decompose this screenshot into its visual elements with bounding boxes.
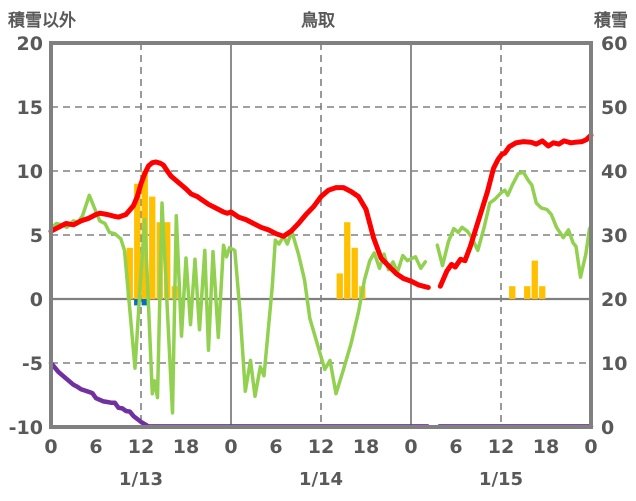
- precipitation-bar: [351, 247, 358, 299]
- x-day-label: 1/13: [119, 469, 163, 490]
- x-tick-label: 6: [89, 436, 102, 458]
- x-day-label: 1/14: [299, 469, 343, 490]
- gridlines: [51, 43, 591, 427]
- precipitation-bar: [531, 260, 538, 299]
- y-left-tick-label: 15: [17, 97, 43, 119]
- x-tick-label: 12: [488, 436, 514, 458]
- x-tick-label: 12: [308, 436, 334, 458]
- x-tick-label: 0: [584, 436, 597, 458]
- y-left-tick-label: 5: [30, 225, 43, 247]
- precipitation-bar: [149, 196, 156, 299]
- x-day-label: 1/15: [479, 469, 523, 490]
- precipitation-bar: [164, 222, 171, 299]
- y-left-tick-label: 0: [30, 289, 43, 311]
- x-tick-label: 0: [404, 436, 417, 458]
- precipitation-bar: [539, 286, 546, 299]
- y-right-tick-label: 0: [601, 417, 614, 439]
- snow-depth-line: [48, 360, 430, 429]
- snowfall-bar: [134, 299, 141, 306]
- y-right-tick-label: 30: [601, 225, 627, 247]
- green-line: [435, 170, 593, 279]
- x-tick-label: 12: [128, 436, 154, 458]
- plot-frame: [49, 41, 593, 429]
- right-axis-title: 積雪: [594, 11, 628, 31]
- precipitation-bar: [126, 247, 133, 299]
- x-tick-label: 18: [533, 436, 559, 458]
- snowfall-bar: [141, 299, 148, 306]
- x-tick-label: 6: [269, 436, 282, 458]
- x-tick-label: 0: [44, 436, 57, 458]
- chart-border: [49, 41, 593, 429]
- y-left-tick-label: 10: [17, 161, 43, 183]
- y-left-tick-label: 20: [17, 33, 43, 55]
- x-tick-label: 0: [224, 436, 237, 458]
- precipitation-bar: [134, 183, 141, 299]
- x-tick-label: 6: [449, 436, 462, 458]
- x-tick-label: 18: [353, 436, 379, 458]
- y-right-tick-label: 20: [601, 289, 627, 311]
- y-right-tick-label: 50: [601, 97, 627, 119]
- y-right-tick-label: 10: [601, 353, 627, 375]
- green-line: [49, 193, 428, 415]
- chart-title: 鳥取: [301, 11, 335, 31]
- precipitation-bar: [509, 286, 516, 299]
- precipitation-bar: [524, 286, 531, 299]
- precipitation-bar: [344, 222, 351, 299]
- temperature-line: [48, 159, 431, 290]
- x-tick-label: 18: [173, 436, 199, 458]
- y-left-tick-label: -5: [22, 353, 43, 375]
- y-left-tick-label: -10: [9, 417, 43, 439]
- y-right-tick-label: 40: [601, 161, 627, 183]
- y-right-tick-label: 60: [601, 33, 627, 55]
- precipitation-bar: [336, 273, 343, 299]
- left-axis-title: 積雪以外: [8, 11, 76, 31]
- temperature-line: [437, 132, 594, 289]
